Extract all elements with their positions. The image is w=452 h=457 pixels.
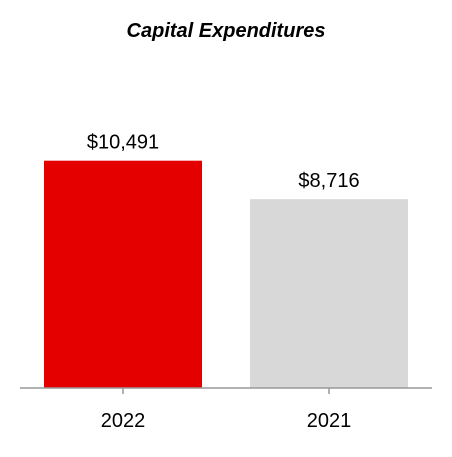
data-label-2021: $8,716 xyxy=(298,170,359,192)
bar-2022 xyxy=(44,160,202,388)
bar-2021 xyxy=(250,199,408,388)
x-tick-label-2021: 2021 xyxy=(307,410,352,432)
data-label-2022: $10,491 xyxy=(87,132,159,154)
x-tick-label-2022: 2022 xyxy=(101,410,146,432)
bars-layer xyxy=(44,160,408,388)
x-axis xyxy=(20,387,432,394)
labels-layer: $10,491 2022 $8,716 2021 xyxy=(87,132,360,432)
chart-title: Capital Expenditures xyxy=(127,20,326,42)
